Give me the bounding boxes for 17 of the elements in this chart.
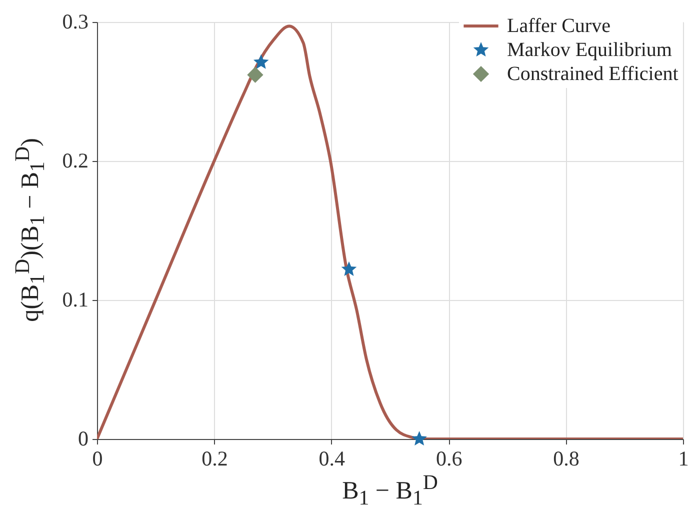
x-tick-label: 0.4 <box>318 446 346 470</box>
x-tick-label: 0.8 <box>553 446 580 470</box>
point <box>253 54 269 69</box>
legend-label: Laffer Curve <box>507 15 611 37</box>
legend-label: Markov Equilibrium <box>507 39 672 61</box>
legend-label: Constrained Efficient <box>507 63 679 85</box>
y-tick-label: 0 <box>78 426 88 450</box>
y-tick-label: 0.1 <box>62 288 88 312</box>
x-tick-label: 1 <box>678 446 688 470</box>
point <box>412 430 427 446</box>
x-tick-label: 0.6 <box>436 446 462 470</box>
y-tick-label: 0.2 <box>62 148 88 172</box>
y-tick-label: 0.3 <box>62 10 88 34</box>
x-tick-label: 0 <box>92 446 103 470</box>
x-tick-label: 0.2 <box>202 446 228 470</box>
point <box>247 66 264 83</box>
point <box>341 261 357 276</box>
